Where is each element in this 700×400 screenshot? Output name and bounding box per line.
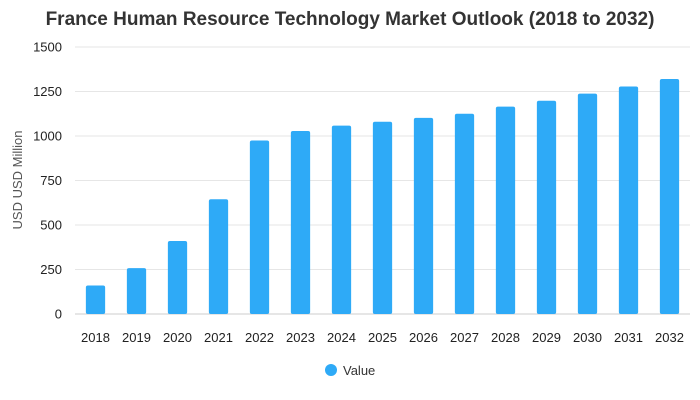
x-tick-label: 2028: [491, 330, 520, 345]
x-tick-label: 2018: [81, 330, 110, 345]
x-tick-label: 2029: [532, 330, 561, 345]
y-tick-label: 750: [40, 173, 62, 188]
bar-2023: [290, 131, 311, 314]
y-tick-label: 1000: [33, 129, 62, 144]
bar-2020: [167, 241, 188, 314]
bar-2018: [85, 285, 106, 314]
y-tick-label: 1500: [33, 40, 62, 55]
x-tick-label: 2021: [204, 330, 233, 345]
x-tick-label: 2032: [655, 330, 684, 345]
bar-2022: [249, 140, 270, 314]
legend-swatch-value: [325, 364, 337, 376]
legend-label-value: Value: [343, 363, 375, 378]
bar-2030: [577, 93, 598, 314]
bar-2032: [659, 79, 680, 314]
y-tick-labels: 0 250 500 750 1000 1250 1500: [33, 40, 62, 322]
bars: [85, 79, 680, 315]
bar-2019: [126, 268, 147, 314]
bar-2026: [413, 117, 434, 315]
y-tick-label: 0: [55, 307, 62, 322]
x-tick-label: 2025: [368, 330, 397, 345]
bar-2024: [331, 125, 352, 315]
bar-2028: [495, 106, 516, 314]
bar-2021: [208, 199, 229, 314]
bar-2027: [454, 113, 475, 314]
x-tick-label: 2020: [163, 330, 192, 345]
y-tick-label: 250: [40, 262, 62, 277]
x-tick-label: 2030: [573, 330, 602, 345]
x-tick-label: 2024: [327, 330, 356, 345]
y-axis-label: USD USD Million: [10, 131, 25, 230]
x-tick-label: 2022: [245, 330, 274, 345]
x-tick-label: 2031: [614, 330, 643, 345]
legend: Value: [325, 363, 375, 378]
x-tick-labels: 2018 2019 2020 2021 2022 2023 2024 2025 2026 2027…: [81, 330, 684, 345]
bar-2025: [372, 121, 393, 314]
bar-2031: [618, 86, 639, 315]
chart-title: France Human Resource Technology Market …: [46, 9, 655, 30]
y-tick-label: 1250: [33, 84, 62, 99]
y-tick-label: 500: [40, 218, 62, 233]
x-tick-label: 2019: [122, 330, 151, 345]
x-tick-label: 2027: [450, 330, 479, 345]
bar-2029: [536, 100, 557, 314]
x-tick-label: 2026: [409, 330, 438, 345]
x-tick-label: 2023: [286, 330, 315, 345]
